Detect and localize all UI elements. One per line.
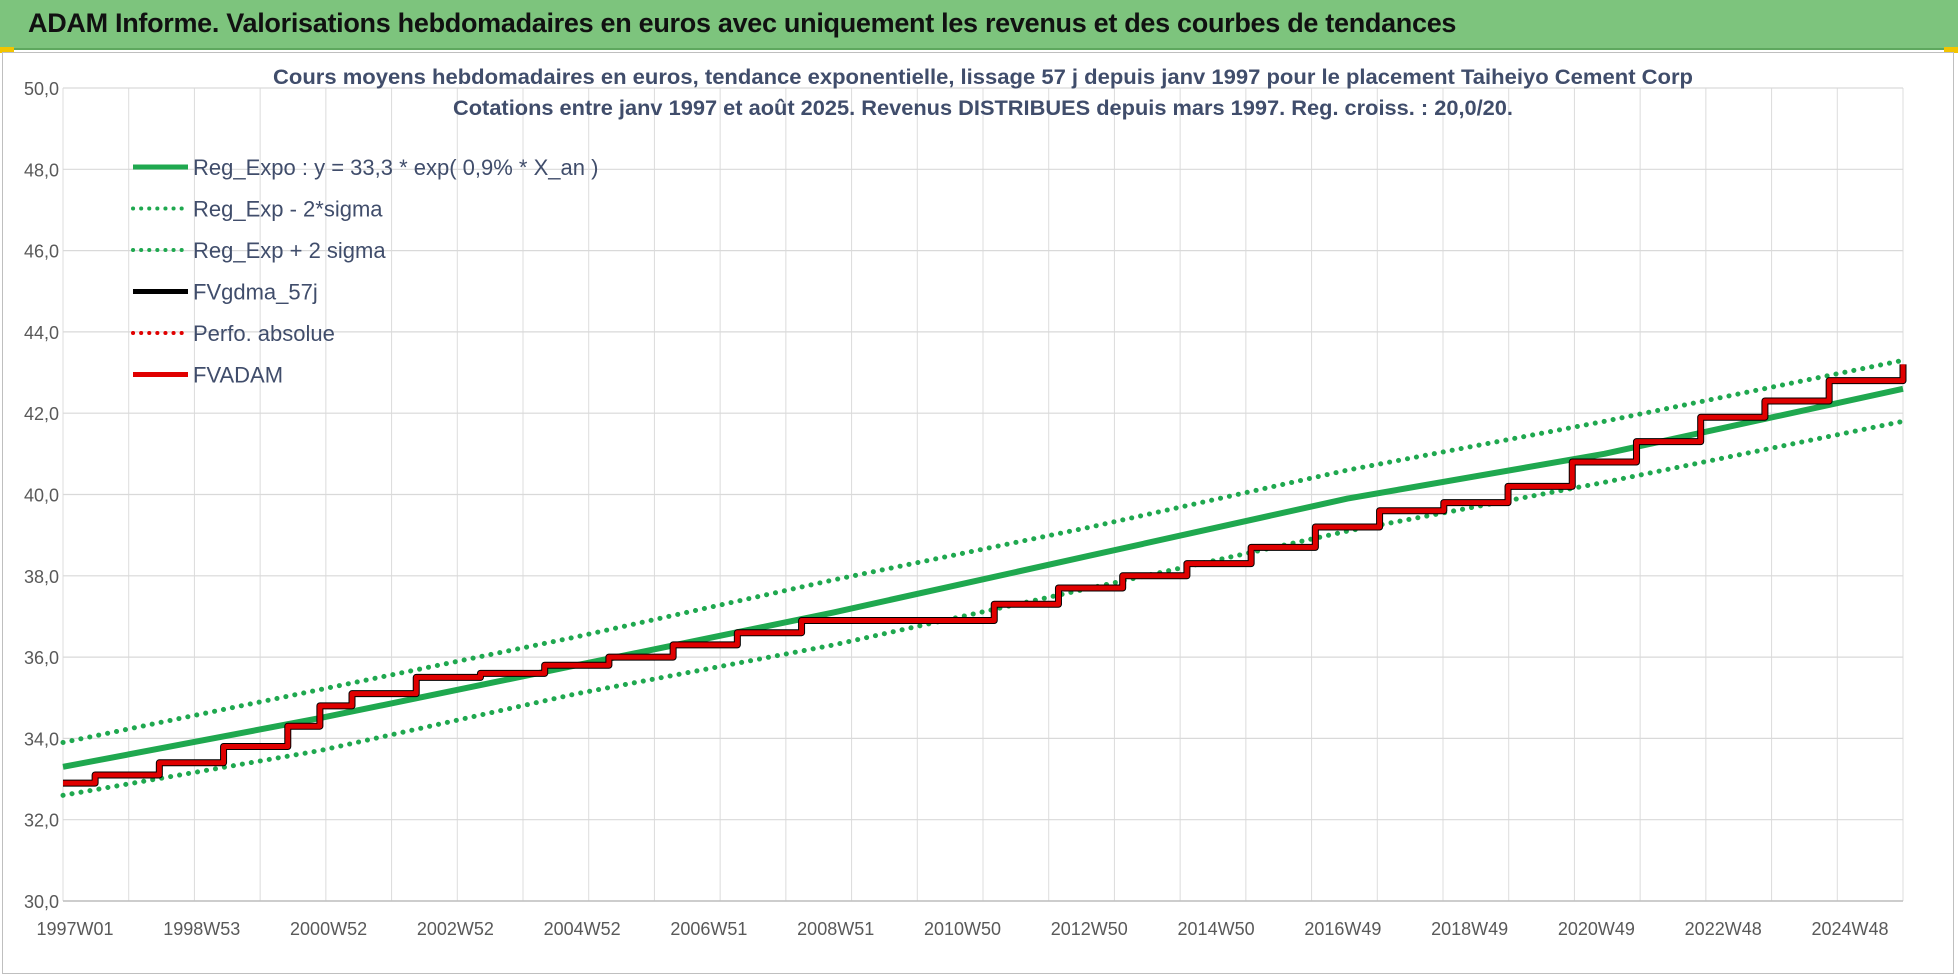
x-tick-label: 2010W50 [924, 919, 1001, 939]
chart-legend: Reg_Expo : y = 33,3 * exp( 0,9% * X_an )… [131, 155, 598, 388]
y-tick-label: 42,0 [24, 404, 59, 424]
x-axis-ticks: 1997W01 1998W53 2000W52 2002W52 2004W52 2006W… [36, 919, 1888, 939]
x-tick-label: 2022W48 [1685, 919, 1762, 939]
y-tick-label: 40,0 [24, 486, 59, 506]
y-tick-label: 50,0 [24, 79, 59, 99]
legend-label: Perfo. absolue [193, 321, 335, 346]
y-tick-label: 32,0 [24, 811, 59, 831]
chart-frame: 30,0 32,0 34,0 36,0 38,0 40,0 42,0 44,0 46,0 48,0… [2, 52, 1954, 974]
y-tick-label: 30,0 [24, 892, 59, 912]
corner-accent-left [0, 47, 14, 53]
chart-subtitle: Cotations entre janv 1997 et août 2025. … [453, 97, 1513, 120]
legend-label: Reg_Expo : y = 33,3 * exp( 0,9% * X_an ) [193, 155, 598, 180]
x-tick-label: 1997W01 [36, 919, 113, 939]
series-reg-expo [62, 385, 1904, 770]
chart-titles: Cours moyens hebdomadaires en euros, ten… [273, 66, 1693, 120]
x-tick-label: 2002W52 [417, 919, 494, 939]
x-tick-label: 2014W50 [1178, 919, 1255, 939]
report-title: ADAM Informe. Valorisations hebdomadaire… [28, 8, 1457, 38]
x-tick-label: 2004W52 [544, 919, 621, 939]
x-tick-label: 2008W51 [797, 919, 874, 939]
series-fvadam [63, 364, 1906, 786]
y-tick-label: 46,0 [24, 242, 59, 262]
report-banner: ADAM Informe. Valorisations hebdomadaire… [0, 0, 1958, 50]
x-tick-label: 2016W49 [1304, 919, 1381, 939]
chart: 30,0 32,0 34,0 36,0 38,0 40,0 42,0 44,0 46,0 48,0… [24, 66, 1907, 939]
y-tick-label: 36,0 [24, 648, 59, 668]
legend-label: Reg_Exp - 2*sigma [193, 197, 383, 222]
legend-label: FVgdma_57j [193, 280, 318, 305]
y-tick-label: 34,0 [24, 729, 59, 749]
legend-label: FVADAM [193, 363, 283, 388]
y-axis-ticks: 30,0 32,0 34,0 36,0 38,0 40,0 42,0 44,0 46,0 48,0… [24, 79, 59, 912]
x-tick-label: 2006W51 [670, 919, 747, 939]
y-tick-label: 48,0 [24, 160, 59, 180]
x-tick-label: 2020W49 [1558, 919, 1635, 939]
x-tick-label: 2000W52 [290, 919, 367, 939]
series-reg-exp-plus-2sigma [60, 357, 1906, 745]
x-tick-label: 2012W50 [1051, 919, 1128, 939]
series-reg-exp-minus-2sigma [60, 418, 1906, 798]
chart-series [60, 357, 1907, 798]
chart-grid [62, 87, 1904, 902]
x-tick-label: 1998W53 [163, 919, 240, 939]
x-tick-label: 2024W48 [1811, 919, 1888, 939]
corner-accent-right [1944, 47, 1958, 53]
legend-label: Reg_Exp + 2 sigma [193, 238, 386, 263]
x-tick-label: 2018W49 [1431, 919, 1508, 939]
y-tick-label: 44,0 [24, 323, 59, 343]
y-tick-label: 38,0 [24, 567, 59, 587]
chart-title: Cours moyens hebdomadaires en euros, ten… [273, 66, 1693, 89]
